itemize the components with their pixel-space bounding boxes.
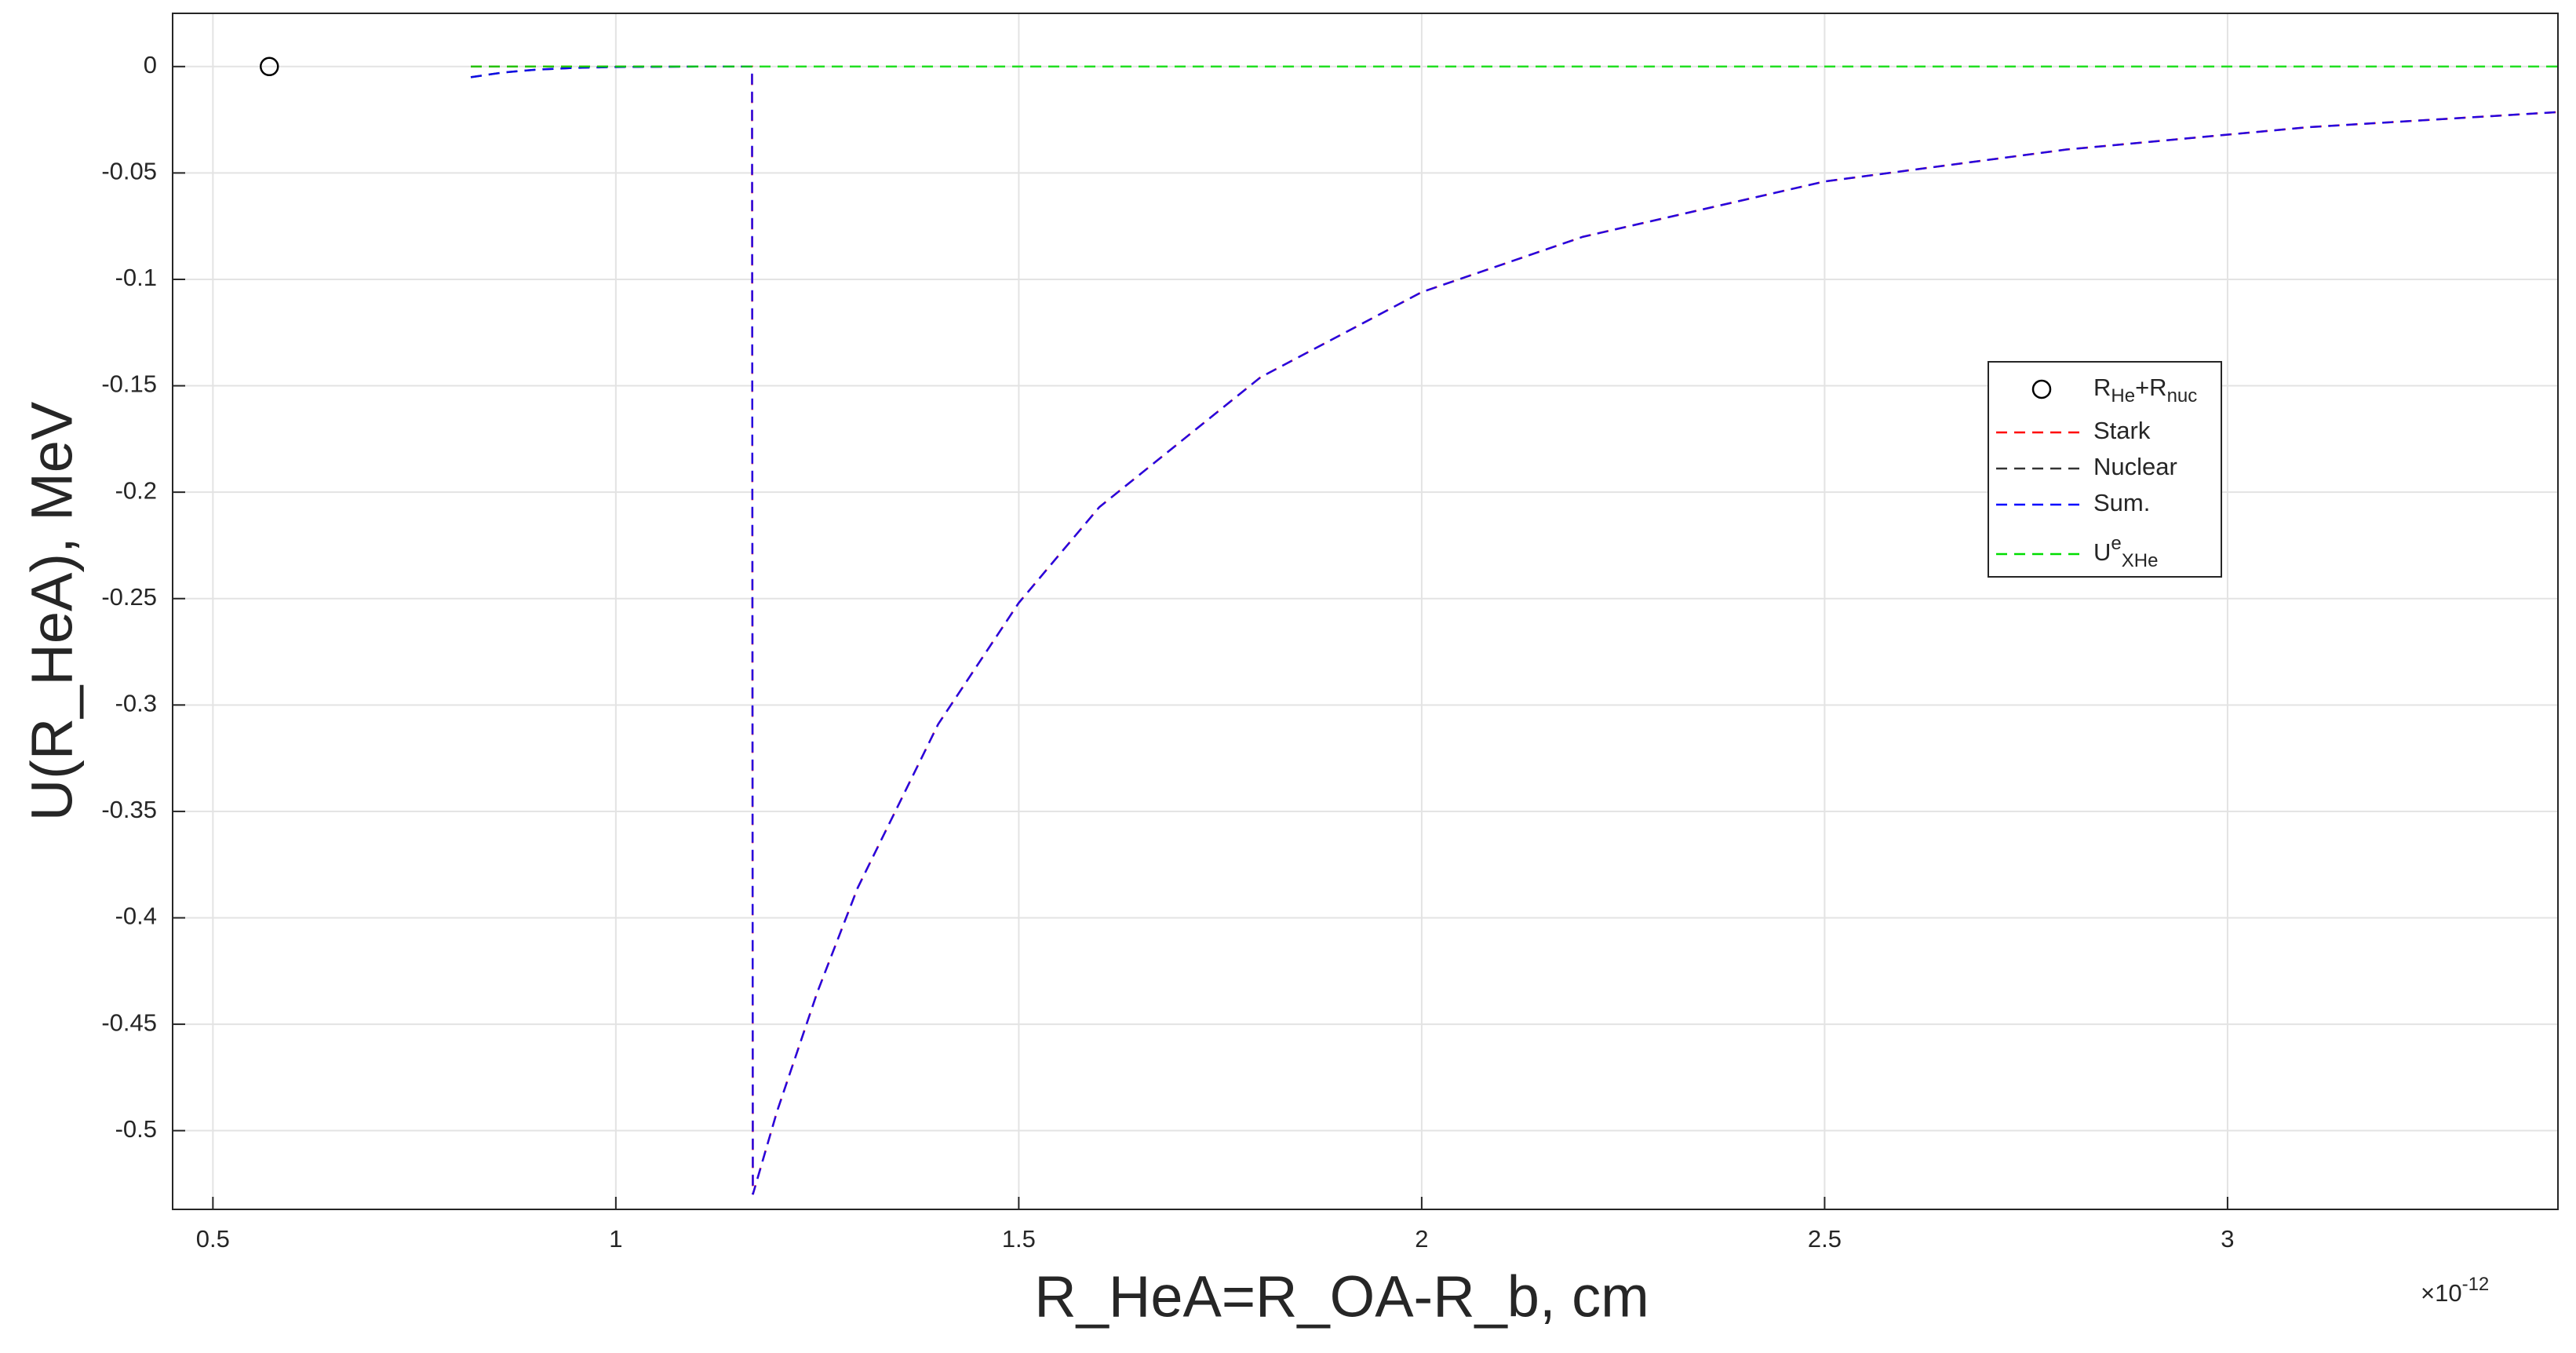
legend-label: RHe+Rnuc xyxy=(2093,374,2197,407)
text-part: XHe xyxy=(2122,550,2159,571)
legend-label: Nuclear xyxy=(2093,453,2177,480)
text-part: ×10 xyxy=(2421,1279,2462,1307)
x-tick-label: 1 xyxy=(609,1225,622,1253)
y-tick-label: -0.2 xyxy=(115,476,157,504)
text-part: +R xyxy=(2135,374,2167,401)
legend-label: Stark xyxy=(2093,417,2151,444)
y-tick-label: -0.45 xyxy=(101,1008,157,1036)
series-line xyxy=(470,65,2559,1195)
y-tick-label: 0 xyxy=(144,51,157,78)
y-tick-label: -0.4 xyxy=(115,903,157,930)
x-tick-label: 1.5 xyxy=(1002,1225,1036,1253)
y-tick-label: -0.15 xyxy=(101,370,157,398)
y-tick-label: -0.1 xyxy=(115,264,157,291)
x-tick-label: 2 xyxy=(1415,1225,1428,1253)
legend-box xyxy=(1988,361,2222,578)
text-part: R xyxy=(2093,374,2111,401)
y-tick-label: -0.25 xyxy=(101,583,157,611)
text-part: U xyxy=(2093,538,2111,566)
y-tick-label: -0.35 xyxy=(101,796,157,823)
text-part: nuc xyxy=(2167,385,2198,407)
y-tick-label: -0.5 xyxy=(115,1115,157,1143)
x-multiplier: ×10-12 xyxy=(2421,1274,2489,1307)
x-tick-label: 2.5 xyxy=(1808,1225,1842,1253)
y-tick-label: -0.05 xyxy=(101,158,157,185)
legend-label: Sum. xyxy=(2093,489,2150,516)
x-tick-label: 0.5 xyxy=(196,1225,230,1253)
text-part: e xyxy=(2111,533,2121,554)
text-part: -12 xyxy=(2462,1274,2490,1295)
legend-label: UeXHe xyxy=(2093,533,2158,571)
y-tick-label: -0.3 xyxy=(115,690,157,717)
y-axis-label: U(R_HeA), MeV xyxy=(20,401,85,821)
marker xyxy=(259,57,279,77)
x-axis-label: R_HeA=R_OA-R_b, cm xyxy=(1034,1264,1649,1329)
axes-box xyxy=(172,13,2559,1210)
legend-marker xyxy=(2031,379,2052,399)
x-tick-label: 3 xyxy=(2221,1225,2234,1253)
text-part: He xyxy=(2111,385,2135,407)
